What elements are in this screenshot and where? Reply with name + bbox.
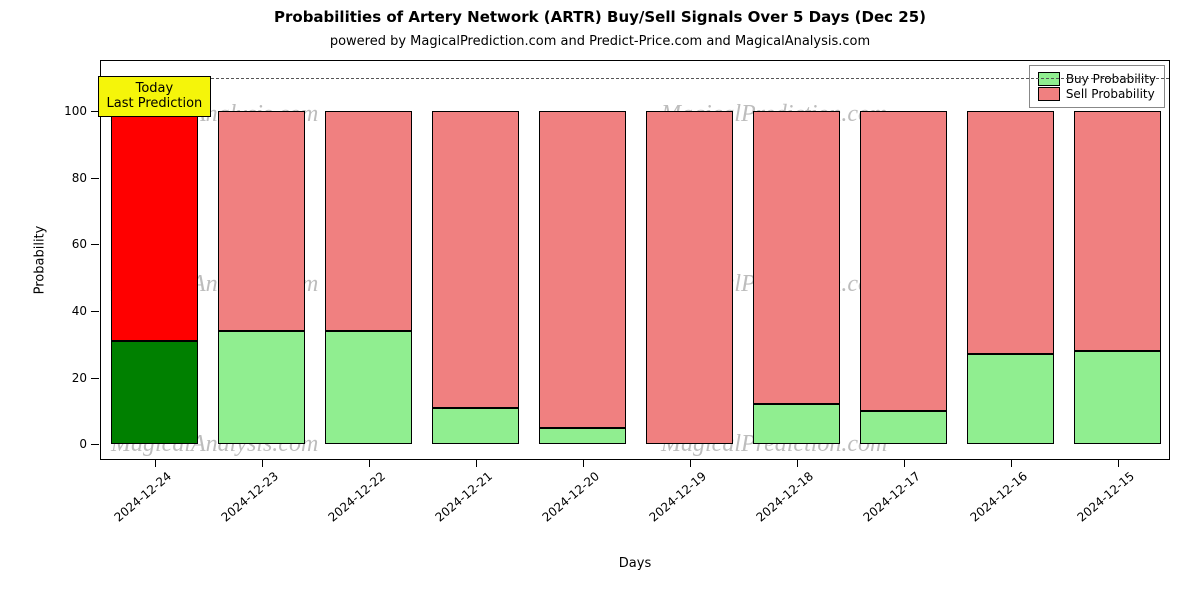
plot-area: MagicalAnalysis.com MagicalPrediction.co… — [100, 60, 1170, 460]
x-tick-label: 2024-12-19 — [646, 469, 708, 525]
y-tick — [91, 244, 99, 245]
bar-sell — [111, 111, 199, 341]
y-tick-label: 40 — [72, 304, 87, 318]
x-tick — [1118, 459, 1119, 467]
bar-buy — [753, 404, 841, 444]
bar-buy — [967, 354, 1055, 444]
bar-sell — [218, 111, 306, 331]
chart-title: Probabilities of Artery Network (ARTR) B… — [0, 8, 1200, 26]
bar-sell — [753, 111, 841, 404]
x-tick-label: 2024-12-18 — [753, 469, 815, 525]
y-tick-label: 60 — [72, 237, 87, 251]
bar-buy — [325, 331, 413, 444]
y-axis-label: Probability — [33, 226, 48, 295]
bar-group — [753, 61, 841, 459]
x-tick — [797, 459, 798, 467]
bar-buy — [539, 428, 627, 445]
bar-sell — [1074, 111, 1162, 351]
bar-buy — [1074, 351, 1162, 444]
bar-sell — [967, 111, 1055, 354]
bar-group — [432, 61, 520, 459]
y-tick — [91, 311, 99, 312]
bar-group — [111, 61, 199, 459]
x-tick — [155, 459, 156, 467]
x-tick — [904, 459, 905, 467]
bar-group — [967, 61, 1055, 459]
y-tick — [91, 378, 99, 379]
x-tick — [476, 459, 477, 467]
bar-buy — [860, 411, 948, 444]
bar-sell — [325, 111, 413, 331]
x-tick-label: 2024-12-15 — [1074, 469, 1136, 525]
bar-buy — [432, 408, 520, 445]
chart-subtitle: powered by MagicalPrediction.com and Pre… — [0, 34, 1200, 49]
y-tick-label: 80 — [72, 171, 87, 185]
x-tick-label: 2024-12-17 — [860, 469, 922, 525]
y-tick-label: 100 — [64, 104, 87, 118]
today-annotation: TodayLast Prediction — [98, 76, 212, 117]
y-tick-label: 20 — [72, 371, 87, 385]
annotation-line1: Today — [107, 81, 203, 97]
bar-sell — [432, 111, 520, 408]
x-tick — [690, 459, 691, 467]
y-tick — [91, 178, 99, 179]
x-tick-label: 2024-12-22 — [325, 469, 387, 525]
bar-group — [860, 61, 948, 459]
bar-sell — [539, 111, 627, 428]
x-axis-label: Days — [619, 556, 651, 571]
bar-buy — [111, 341, 199, 444]
x-tick-label: 2024-12-24 — [111, 469, 173, 525]
bar-sell — [860, 111, 948, 411]
bar-sell — [646, 111, 734, 444]
x-tick-label: 2024-12-23 — [218, 469, 280, 525]
y-tick-label: 0 — [79, 437, 87, 451]
x-tick — [262, 459, 263, 467]
x-tick — [583, 459, 584, 467]
bar-group — [646, 61, 734, 459]
x-tick-label: 2024-12-21 — [432, 469, 494, 525]
bar-group — [325, 61, 413, 459]
annotation-line2: Last Prediction — [107, 96, 203, 112]
y-tick — [91, 444, 99, 445]
x-tick-label: 2024-12-16 — [967, 469, 1029, 525]
bar-buy — [218, 331, 306, 444]
bar-group — [1074, 61, 1162, 459]
bar-group — [539, 61, 627, 459]
x-tick — [1011, 459, 1012, 467]
x-tick-label: 2024-12-20 — [539, 469, 601, 525]
bar-group — [218, 61, 306, 459]
x-tick — [369, 459, 370, 467]
chart-canvas: Probabilities of Artery Network (ARTR) B… — [0, 0, 1200, 600]
